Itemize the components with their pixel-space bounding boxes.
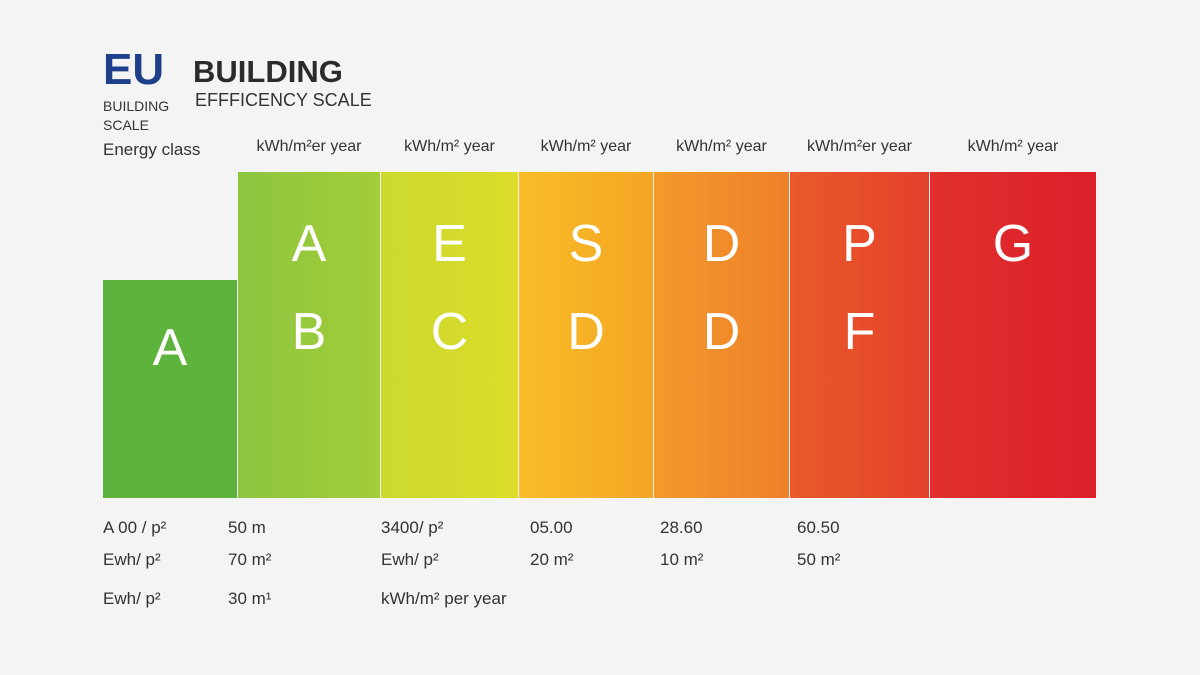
class-letter: D <box>702 215 741 273</box>
title: BUILDING <box>193 54 343 89</box>
table-cell: 50 m² <box>797 550 841 569</box>
table-cell: 30 m¹ <box>228 589 272 608</box>
logo: EU <box>103 45 165 94</box>
logo-sub: BUILDING <box>103 98 170 114</box>
class-letter: A <box>152 319 188 377</box>
column-header: kWh/m² year <box>540 138 632 155</box>
column-header: Energy class <box>103 140 201 159</box>
table-cell: 50 m <box>228 518 266 537</box>
table-cell: 05.00 <box>530 518 573 537</box>
table-cell: 28.60 <box>660 518 703 537</box>
energy-column: G <box>930 172 1096 498</box>
table-cell: Ewh/ p² <box>103 550 161 569</box>
logo-sub: SCALE <box>103 117 149 133</box>
class-letter: D <box>702 303 741 361</box>
table-cell: Ewh/ p² <box>381 550 439 569</box>
table-cell: 60.50 <box>797 518 840 537</box>
class-letter: E <box>432 215 467 273</box>
table-cell: kWh/m² per year <box>381 589 507 608</box>
column-header: kWh/m² year <box>967 138 1059 155</box>
table-cell: A 00 / p² <box>103 518 167 537</box>
energy-column: A <box>103 280 237 498</box>
class-letter: D <box>567 303 605 361</box>
subtitle: EFFFICENCY SCALE <box>195 90 372 110</box>
class-letter: P <box>842 215 877 273</box>
table-cell: 10 m² <box>660 550 704 569</box>
class-letter: B <box>291 303 327 361</box>
column-header: kWh/m² year <box>676 138 767 155</box>
column-header: kWh/m² year <box>404 138 495 155</box>
table-cell: Ewh/ p² <box>103 589 161 608</box>
column-header: kWh/m²er year <box>256 138 362 155</box>
class-letter: S <box>568 215 604 273</box>
table-cell: 20 m² <box>530 550 574 569</box>
table-cell: 70 m² <box>228 550 272 569</box>
class-letter: A <box>291 215 327 273</box>
class-letter: F <box>843 303 876 361</box>
class-letter: C <box>430 303 469 361</box>
table-cell: 3400/ p² <box>381 518 444 537</box>
class-letter: G <box>992 215 1034 273</box>
column-header: kWh/m²er year <box>807 138 912 155</box>
